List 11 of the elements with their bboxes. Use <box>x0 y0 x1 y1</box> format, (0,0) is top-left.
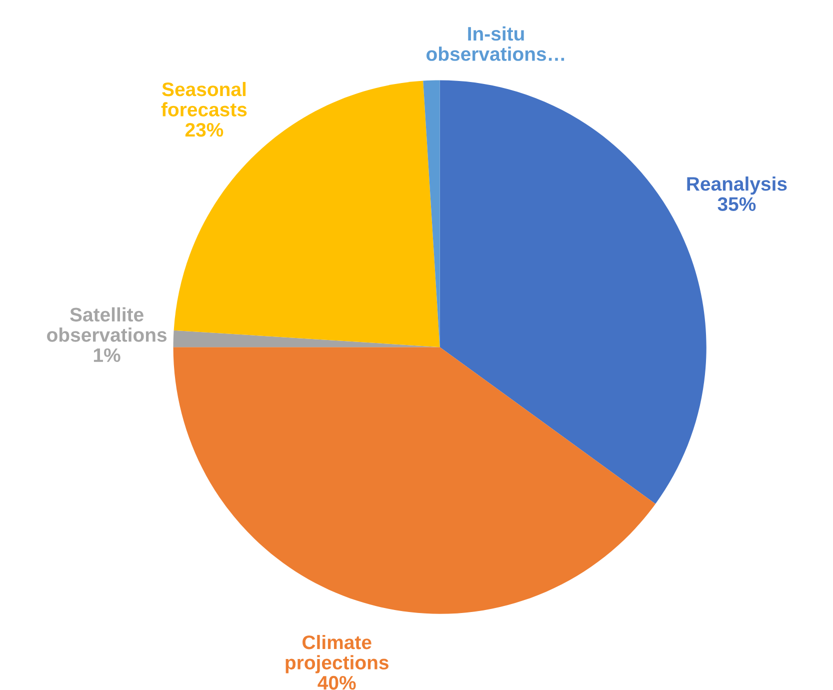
data-label: 40% <box>318 676 356 690</box>
data-label: 35% <box>718 197 756 212</box>
slice-label: Reanalysis <box>687 176 787 195</box>
slice-label: Seasonal forecasts <box>161 82 247 116</box>
slice-label: Satellite observations <box>47 307 167 342</box>
pie-slice <box>423 80 440 348</box>
data-label: 1% <box>94 348 120 362</box>
slice-label: Climate projections <box>286 634 388 674</box>
data-label: 23% <box>185 122 224 137</box>
slice-label: In-situ observations… <box>426 26 564 61</box>
pie-slice <box>173 347 656 614</box>
